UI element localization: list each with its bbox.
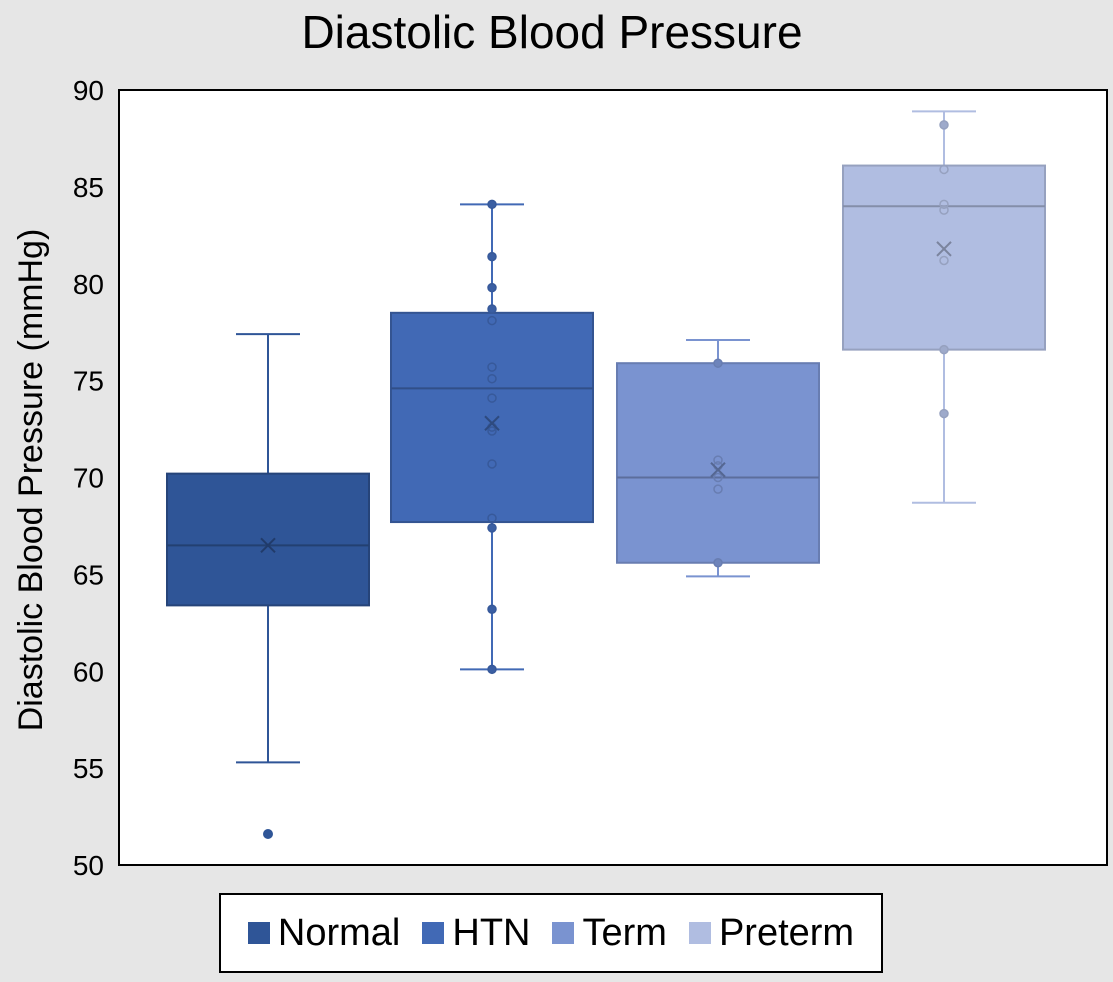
legend-label-preterm: Preterm (718, 912, 855, 954)
box-iqr (842, 164, 1046, 351)
data-point (939, 164, 949, 175)
mean-marker (710, 462, 726, 478)
mean-marker (484, 415, 500, 431)
chart-svg: Diastolic Blood Pressure Diastolic Blood… (12, 6, 1108, 881)
legend-swatch-preterm (688, 922, 711, 944)
y-tick-label: 60 (73, 656, 104, 687)
data-point (939, 199, 949, 210)
legend-item-normal: Normal (247, 912, 401, 954)
data-point (487, 459, 497, 469)
chart-title: Diastolic Blood Pressure (301, 6, 802, 58)
data-point (713, 558, 723, 568)
data-point (487, 604, 497, 614)
outlier-point (263, 829, 273, 839)
box-iqr (166, 472, 370, 607)
y-tick-label: 70 (73, 463, 104, 494)
box-group-htn (390, 199, 594, 675)
data-point (713, 358, 723, 368)
data-point (713, 484, 723, 494)
data-point (487, 426, 497, 436)
y-tick-label: 65 (73, 559, 104, 590)
legend-label-normal: Normal (277, 912, 401, 954)
data-point (939, 120, 949, 130)
y-axis-label: Diastolic Blood Pressure (mmHg) (12, 229, 50, 732)
data-point (487, 393, 497, 403)
data-point (939, 255, 949, 266)
legend: Normal HTN Term Preterm (219, 893, 883, 973)
data-point (939, 408, 949, 419)
mean-marker (936, 241, 952, 257)
y-tick-label: 75 (73, 366, 104, 397)
data-point (487, 304, 497, 314)
data-point (487, 664, 497, 675)
data-point (487, 513, 497, 523)
legend-swatch-term (552, 922, 575, 944)
data-point (939, 344, 949, 355)
legend-swatch-normal (247, 922, 270, 944)
data-point (487, 251, 497, 262)
data-point (487, 199, 497, 210)
legend-label-term: Term (582, 912, 667, 954)
box-iqr (616, 362, 820, 564)
data-point (487, 282, 497, 293)
legend-item-preterm: Preterm (688, 912, 855, 954)
legend-item-term: Term (552, 912, 667, 954)
data-point (487, 315, 497, 326)
data-point (713, 455, 723, 465)
box-groups (166, 110, 1046, 839)
box-iqr (390, 311, 594, 524)
data-point (487, 373, 497, 384)
y-tick-label: 90 (73, 75, 104, 106)
y-tick-label: 50 (73, 850, 104, 881)
legend-swatch-htn (422, 922, 445, 944)
mean-marker (260, 537, 276, 554)
box-group-preterm (842, 110, 1046, 504)
box-group-normal (166, 333, 370, 839)
y-tick-label: 85 (73, 172, 104, 203)
y-tick-label: 55 (73, 753, 104, 784)
data-point (487, 523, 497, 533)
data-point (713, 472, 723, 483)
data-point (939, 205, 949, 215)
box-group-term (616, 338, 820, 578)
y-tick-label: 80 (73, 269, 104, 300)
legend-item-htn: HTN (422, 914, 530, 952)
data-point (487, 362, 497, 372)
legend-label-htn: HTN (452, 912, 531, 954)
y-axis-ticks: 50 55 60 65 70 75 80 85 90 (73, 75, 104, 881)
